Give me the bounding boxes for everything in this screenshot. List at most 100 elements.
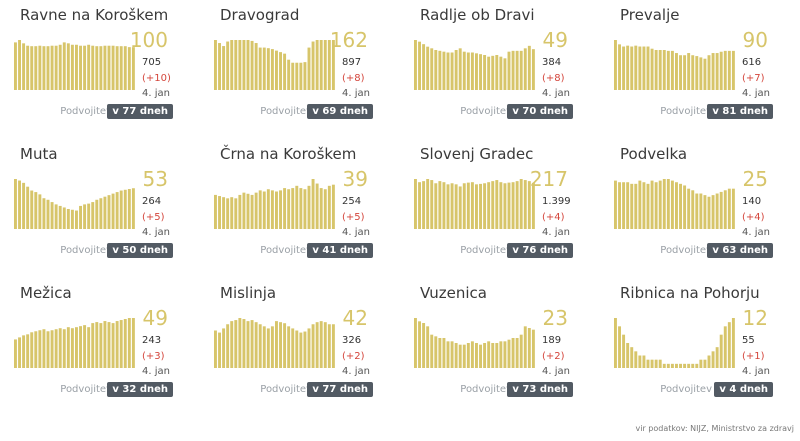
bar [26,334,30,368]
municipality-chart: Črna na Koroškem 39 254 (+5) 4. jan Podvojite… [200,139,400,277]
bar-sparkline [14,318,135,368]
doubling-label: Podvojitev [660,245,712,256]
bar [291,62,295,90]
bar [711,351,715,368]
bar [703,359,707,368]
bar [283,53,287,90]
bar [487,182,491,229]
bar [70,44,74,90]
doubling-label: Podvojitev [260,384,312,395]
bar [234,40,238,90]
bar [238,194,242,229]
bar [50,45,54,90]
bar [450,183,454,229]
active-cases-value: 12 [742,306,768,330]
daily-change-value: (+4) [742,212,765,223]
bar [123,46,127,90]
bar [299,332,303,368]
bar [662,50,666,90]
bar [262,326,266,368]
daily-change-value: (+1) [742,351,765,362]
bar [127,47,131,90]
bar [622,182,626,229]
bar [230,197,234,229]
doubling-time-badge: v 41 dneh [307,243,373,258]
bar [131,188,135,229]
bar [711,195,715,229]
bar [511,50,515,90]
bar [614,40,617,90]
chart-title: Ravne na Koroškem [20,6,169,24]
bar [87,203,91,229]
bar [315,322,319,368]
bar [323,189,327,229]
bar [238,318,242,368]
doubling-time-badge: v 70 dneh [507,104,573,119]
date-label: 4. jan [342,88,370,99]
bar [283,323,287,368]
total-cases-value: 326 [342,335,362,346]
bar [62,329,66,368]
bar [54,45,58,90]
bar [246,193,250,229]
bar [242,40,246,90]
date-label: 4. jan [542,366,570,377]
bar [519,334,523,368]
bar [283,188,287,229]
bar-sparkline [214,318,335,368]
doubling-time-badge: v 4 dneh [714,382,773,397]
active-cases-value: 42 [342,306,368,330]
bar [450,341,454,368]
chart-title: Ribnica na Pohorju [620,284,760,302]
bar [650,180,654,229]
bar [515,50,519,90]
doubling-time-badge: v 50 dneh [107,243,173,258]
chart-title: Muta [20,145,58,163]
bar [418,41,421,90]
bar [691,363,695,368]
bar [14,339,17,368]
municipality-chart: Muta 53 264 (+5) 4. jan Podvojitev v 50 dneh [0,139,200,277]
bar [462,183,466,229]
bar [642,182,646,229]
doubling-label: Podvojitev [460,384,512,395]
bar [679,183,682,229]
bar [731,318,735,368]
bar [131,318,135,368]
bar [438,181,442,229]
municipality-chart: Prevalje 90 616 (+7) 4. jan Podvojitev v 81 dn… [600,0,800,138]
municipality-chart: Radlje ob Dravi 49 384 (+8) 4. jan Podvojitev… [400,0,600,138]
bar [66,43,70,90]
chart-title: Dravograd [220,6,300,24]
bar [87,44,91,90]
bar [658,180,662,229]
bar [466,52,470,90]
bar [26,186,30,229]
active-cases-value: 23 [542,306,568,330]
bar [646,46,650,90]
bar [475,53,478,90]
bar [34,331,38,368]
bar [123,319,127,368]
bar [715,53,719,90]
bar [38,194,42,229]
bar-sparkline [14,40,135,90]
bar [279,52,282,90]
bar [519,50,523,90]
bar [311,41,315,90]
bar [450,52,454,90]
bar [87,327,91,368]
bar [491,55,495,90]
bar [34,192,38,229]
bar [287,189,291,229]
bar [266,328,270,368]
bar [50,202,54,229]
bar [515,181,519,229]
bar [622,46,626,90]
bar [434,183,438,229]
bar [691,190,695,229]
bar-sparkline [14,179,135,229]
bar [618,326,621,368]
bar [470,52,474,90]
